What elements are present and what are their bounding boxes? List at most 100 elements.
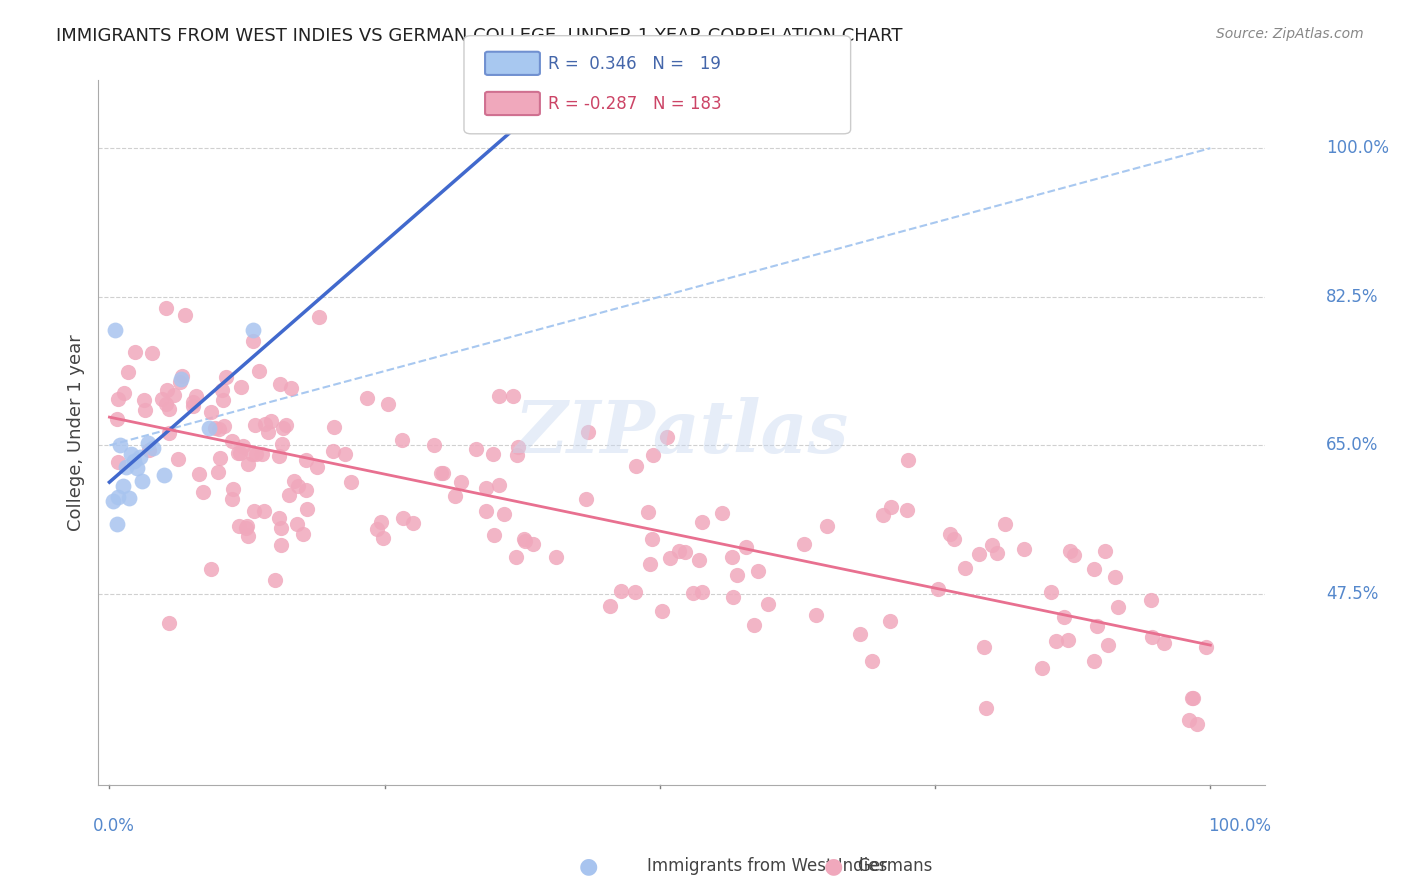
Point: [211, 383, 233, 397]
Point: [430, 466, 453, 480]
Point: [214, 370, 236, 384]
Point: [208, 422, 231, 436]
Point: [204, 421, 226, 435]
Point: [637, 505, 659, 519]
Point: [229, 446, 252, 460]
Point: [170, 371, 193, 385]
Point: [735, 540, 758, 554]
Point: [515, 533, 537, 548]
Point: [287, 479, 309, 493]
Point: [624, 585, 647, 599]
Point: [806, 608, 828, 623]
Point: [1040, 584, 1063, 599]
Text: 82.5%: 82.5%: [1326, 288, 1378, 306]
Point: [1012, 541, 1035, 556]
Point: [967, 547, 990, 561]
Point: [370, 516, 392, 530]
Text: IMMIGRANTS FROM WEST INDIES VS GERMAN COLLEGE, UNDER 1 YEAR CORRELATION CHART: IMMIGRANTS FROM WEST INDIES VS GERMAN CO…: [56, 27, 903, 45]
Point: [475, 481, 498, 495]
Point: [643, 449, 665, 463]
Point: [377, 396, 399, 410]
Point: [270, 437, 292, 451]
Point: [260, 414, 283, 428]
Point: [939, 527, 962, 541]
Point: [242, 334, 264, 348]
Point: [267, 511, 290, 525]
Point: [104, 323, 127, 337]
Point: [271, 421, 294, 435]
Point: [505, 549, 527, 564]
Point: [1097, 639, 1119, 653]
Point: [141, 346, 163, 360]
Text: ZIPatlas: ZIPatlas: [515, 397, 849, 468]
Point: [170, 368, 193, 383]
Point: [295, 501, 318, 516]
Point: [505, 449, 527, 463]
Point: [238, 528, 260, 542]
Point: [942, 532, 965, 546]
Point: [513, 532, 536, 546]
Point: [973, 640, 995, 655]
Point: [974, 701, 997, 715]
Point: [232, 440, 254, 454]
Point: [200, 562, 222, 576]
Point: [322, 444, 344, 458]
Point: [270, 521, 292, 535]
Point: [245, 447, 267, 461]
Point: [243, 504, 266, 518]
Point: [574, 492, 596, 507]
Point: [236, 518, 259, 533]
Point: [1140, 631, 1163, 645]
Point: [793, 537, 815, 551]
Point: [690, 515, 713, 529]
Point: [711, 506, 734, 520]
Point: [208, 451, 231, 466]
Point: [270, 538, 292, 552]
Point: [240, 447, 263, 461]
Point: [228, 519, 250, 533]
Point: [308, 310, 330, 325]
Point: [423, 437, 446, 451]
Text: ●: ●: [579, 856, 598, 876]
Point: [129, 450, 152, 464]
Point: [848, 626, 870, 640]
Point: [721, 550, 744, 565]
Point: [221, 491, 243, 506]
Point: [125, 460, 148, 475]
Point: [153, 467, 176, 482]
Point: [322, 420, 344, 434]
Point: [107, 491, 129, 505]
Point: [340, 475, 363, 490]
Point: [136, 436, 159, 450]
Point: [443, 489, 465, 503]
Point: [725, 568, 748, 582]
Text: 47.5%: 47.5%: [1326, 585, 1378, 603]
Point: [276, 417, 298, 432]
Point: [356, 391, 378, 405]
Point: [122, 454, 145, 468]
Point: [115, 459, 138, 474]
Point: [682, 585, 704, 599]
Point: [1056, 632, 1078, 647]
Point: [169, 375, 191, 389]
Point: [107, 392, 129, 406]
Point: [391, 511, 413, 525]
Point: [640, 532, 662, 546]
Y-axis label: College, Under 1 year: College, Under 1 year: [66, 334, 84, 531]
Point: [366, 523, 388, 537]
Point: [1059, 544, 1081, 558]
Point: [546, 550, 568, 565]
Point: [269, 449, 291, 463]
Text: Source: ZipAtlas.com: Source: ZipAtlas.com: [1216, 27, 1364, 41]
Point: [212, 419, 235, 434]
Point: [953, 561, 976, 575]
Point: [157, 616, 180, 631]
Point: [280, 382, 302, 396]
Point: [197, 421, 219, 435]
Point: [242, 323, 264, 337]
Point: [432, 466, 454, 480]
Point: [155, 301, 177, 316]
Point: [211, 392, 233, 407]
Point: [896, 503, 918, 517]
Point: [1031, 661, 1053, 675]
